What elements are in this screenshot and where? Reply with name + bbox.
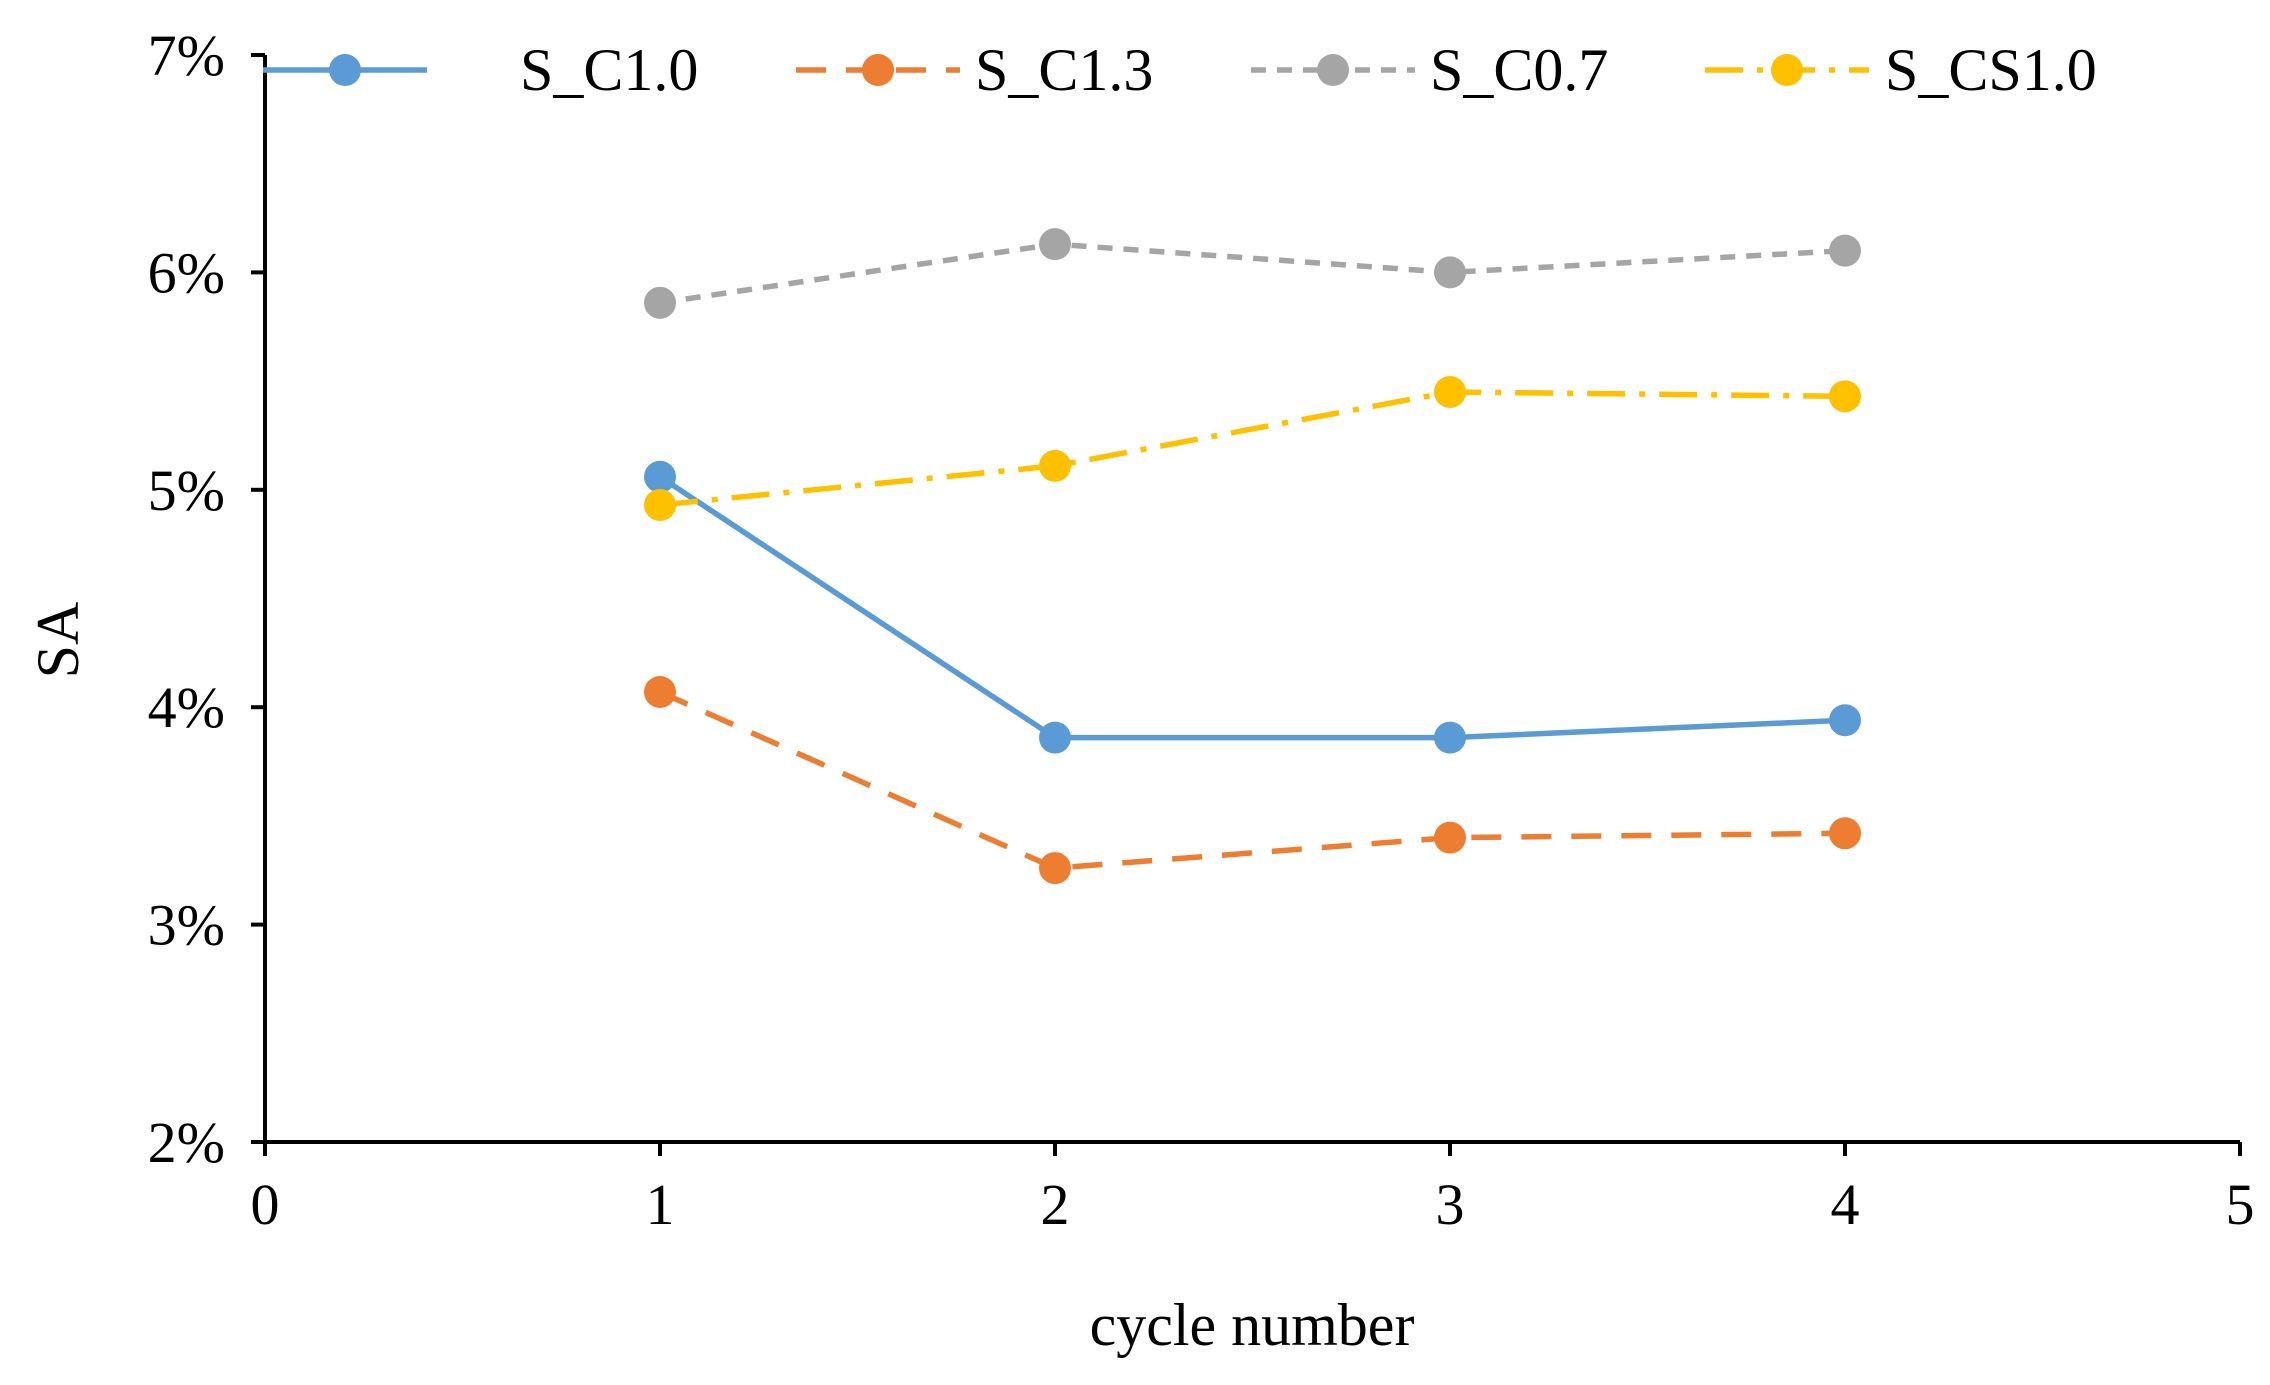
legend-item: S_CS1.0 (1705, 37, 2097, 103)
series-S_C1.3 (644, 675, 1861, 885)
x-tick-label: 3 (1436, 1172, 1465, 1237)
y-tick-label: 3% (148, 893, 225, 958)
data-point (1829, 234, 1861, 267)
legend-label: S_C1.0 (520, 37, 698, 103)
data-point (1039, 852, 1071, 885)
legend-item: S_C1.0 (263, 37, 698, 103)
axes: 2% 3% 4% 5% 6% 7% 0 1 2 3 4 5 (148, 23, 2255, 1237)
series-S_C0.7 (644, 228, 1861, 319)
data-point (644, 460, 676, 493)
series-S_C1.0 (644, 460, 1861, 754)
series-S_CS1.0 (644, 375, 1861, 522)
data-point (644, 675, 676, 708)
series-line (658, 689, 1846, 871)
x-tick-label: 2 (1041, 1172, 1070, 1237)
data-point (1829, 380, 1861, 413)
y-tick-label: 2% (148, 1110, 225, 1175)
x-tick-label: 5 (2226, 1172, 2255, 1237)
y-axis-title: SA (25, 602, 91, 679)
legend: S_C1.0 S_C1.3 S_C0.7 S_CS1.0 (263, 37, 2097, 103)
y-tick-label: 7% (148, 23, 225, 88)
data-point (644, 489, 676, 522)
legend-marker (329, 54, 361, 86)
legend-item: S_C0.7 (1251, 37, 1608, 103)
y-tick-label: 6% (148, 240, 225, 305)
data-point (1829, 817, 1861, 850)
data-point (1434, 375, 1466, 408)
x-tick-label: 4 (1831, 1172, 1860, 1237)
legend-marker (1317, 54, 1349, 86)
series-line (658, 474, 1846, 741)
legend-label: S_C1.3 (975, 37, 1153, 103)
data-point (1434, 821, 1466, 854)
x-tick-label: 1 (646, 1172, 675, 1237)
legend-marker (862, 54, 894, 86)
x-axis-title: cycle number (1090, 1292, 1415, 1358)
data-point (1039, 449, 1071, 482)
y-tick-label: 5% (148, 458, 225, 523)
data-point (1829, 704, 1861, 737)
x-tick-label: 0 (251, 1172, 280, 1237)
legend-item: S_C1.3 (796, 37, 1153, 103)
data-point (1434, 256, 1466, 289)
data-point (1434, 721, 1466, 754)
legend-label: S_CS1.0 (1885, 37, 2097, 103)
legend-marker (1771, 54, 1803, 86)
data-point (1039, 721, 1071, 754)
series-line (659, 241, 1846, 306)
data-point (644, 286, 676, 319)
series-group (644, 228, 1861, 885)
y-tick-label: 4% (148, 675, 225, 740)
series-line (659, 389, 1846, 508)
legend-label: S_C0.7 (1430, 37, 1608, 103)
data-point (1039, 228, 1071, 261)
